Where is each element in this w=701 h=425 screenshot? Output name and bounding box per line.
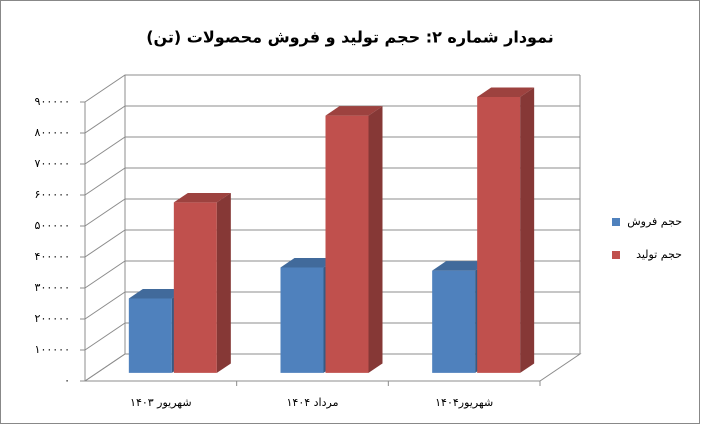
y-tick-label: ۰ xyxy=(64,374,70,387)
bar-side xyxy=(520,87,535,373)
bar-top xyxy=(280,258,338,268)
legend-swatch xyxy=(612,251,620,259)
legend-label: حجم تولید xyxy=(636,248,682,261)
grid-line xyxy=(84,74,580,103)
bar-front xyxy=(325,115,369,373)
grid-line xyxy=(84,291,580,320)
grid-line xyxy=(84,136,580,165)
bar-front xyxy=(477,97,521,373)
bar xyxy=(325,106,383,373)
bar-front xyxy=(432,270,476,373)
bar-front xyxy=(173,202,217,373)
grid-line xyxy=(84,198,580,227)
bar xyxy=(173,192,231,373)
grid-line xyxy=(84,260,580,289)
chart-title: نمودار شماره ۲: حجم تولید و فروش محصولات… xyxy=(146,28,554,47)
bar-front xyxy=(128,298,172,373)
bar-top xyxy=(325,106,383,116)
x-tick-label: مرداد ۱۴۰۴ xyxy=(287,396,339,409)
y-tick-label: ۵۰۰۰۰۰ xyxy=(35,219,70,232)
bar-top xyxy=(173,192,231,203)
y-tick-label: ۳۰۰۰۰۰ xyxy=(35,281,70,294)
y-tick-label: ۸۰۰۰۰۰ xyxy=(35,126,70,139)
grid-line xyxy=(84,167,580,196)
grid-line xyxy=(84,229,580,258)
grid-line xyxy=(84,322,580,351)
y-tick-label: ۱۰۰۰۰۰ xyxy=(35,343,70,356)
y-tick-label: ۲۰۰۰۰۰ xyxy=(35,312,70,325)
x-tick-label: شهریور۱۴۰۴ xyxy=(435,396,493,409)
y-tick-label: ۴۰۰۰۰۰ xyxy=(35,250,70,263)
legend-swatch xyxy=(612,218,620,226)
bar xyxy=(477,87,535,373)
y-tick-label: ۷۰۰۰۰۰ xyxy=(35,157,70,170)
y-tick-label: ۶۰۰۰۰۰ xyxy=(35,188,70,201)
bar-top xyxy=(128,289,186,299)
bar-top xyxy=(432,261,490,271)
bar-side xyxy=(216,192,231,373)
grid-line xyxy=(84,353,580,382)
bar-front xyxy=(280,267,324,373)
x-tick-label: شهریور ۱۴۰۳ xyxy=(130,396,192,409)
bar-top xyxy=(477,87,535,97)
bar-side xyxy=(368,106,383,373)
legend-label: حجم فروش xyxy=(627,215,682,228)
y-tick-label: ۹۰۰۰۰۰ xyxy=(35,95,70,108)
grid-line xyxy=(84,105,580,134)
